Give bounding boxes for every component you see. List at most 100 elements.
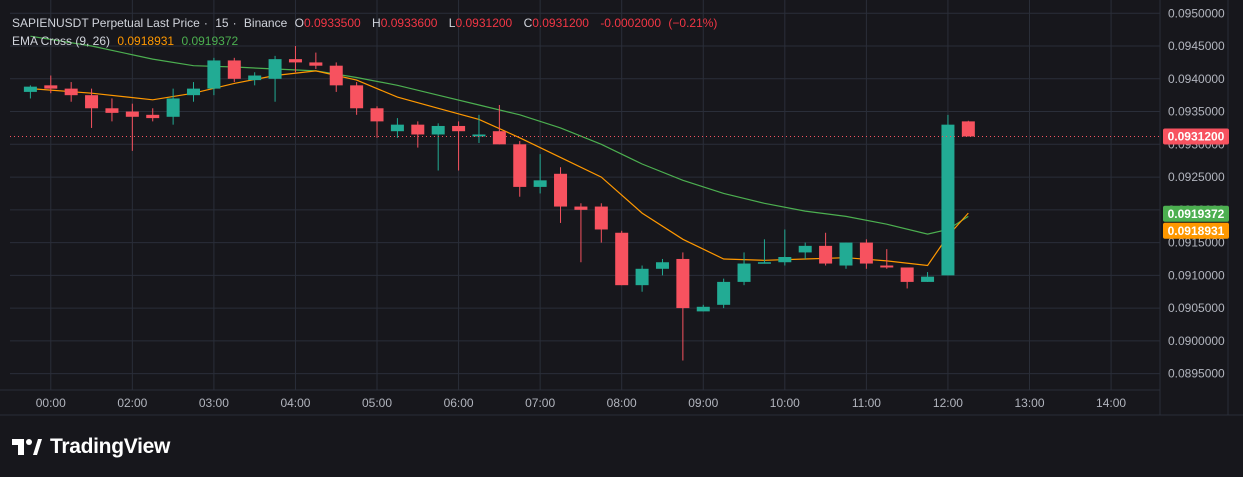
candle bbox=[900, 267, 914, 289]
ema-slow-value: 0.0919372 bbox=[181, 34, 239, 48]
close-label: C bbox=[523, 16, 533, 30]
candle-body bbox=[819, 245, 833, 264]
candle-body bbox=[921, 276, 935, 282]
legend-sep: · bbox=[232, 16, 237, 30]
candle bbox=[85, 88, 99, 128]
exchange: Binance bbox=[243, 16, 288, 30]
candle-body bbox=[207, 60, 221, 89]
candle-body bbox=[105, 108, 119, 113]
open-value: 0.0933500 bbox=[303, 16, 361, 30]
candle-body bbox=[941, 124, 955, 276]
candle bbox=[411, 121, 425, 148]
candle bbox=[44, 75, 58, 94]
candle-body bbox=[288, 59, 302, 63]
tradingview-brand[interactable]: TradingView bbox=[12, 435, 170, 459]
x-tick-label: 00:00 bbox=[36, 396, 66, 410]
candle-body bbox=[717, 281, 731, 305]
x-tick-label: 06:00 bbox=[444, 396, 474, 410]
candle bbox=[717, 278, 731, 309]
candle bbox=[554, 167, 568, 223]
x-tick-label: 03:00 bbox=[199, 396, 229, 410]
y-tick-label: 0.0900000 bbox=[1168, 334, 1225, 348]
candle-body bbox=[554, 173, 568, 207]
candle bbox=[207, 57, 221, 96]
candle bbox=[961, 120, 975, 137]
candle-body bbox=[268, 59, 282, 79]
indicator-legend[interactable]: EMA Cross (9, 26) 0.0918931 0.0919372 bbox=[12, 34, 242, 49]
candle bbox=[105, 98, 119, 122]
candle bbox=[125, 103, 139, 151]
candle-body bbox=[655, 262, 669, 269]
candle bbox=[574, 203, 588, 263]
high-group: H0.0933600 bbox=[372, 16, 441, 30]
candle-body bbox=[696, 306, 710, 312]
y-tick-label: 0.0940000 bbox=[1168, 72, 1225, 86]
candle bbox=[227, 57, 241, 83]
candle bbox=[676, 252, 690, 361]
candle-body bbox=[635, 268, 649, 286]
candle-body bbox=[146, 114, 160, 119]
candle-body bbox=[961, 121, 975, 137]
candle-body bbox=[900, 267, 914, 282]
candle bbox=[370, 106, 384, 138]
price-label-box bbox=[1163, 222, 1229, 239]
ema-fast-line bbox=[30, 70, 969, 267]
candle bbox=[839, 242, 853, 269]
candle-body bbox=[309, 62, 323, 66]
candle-body bbox=[390, 124, 404, 132]
candle bbox=[533, 154, 547, 194]
ema-slow-line bbox=[30, 35, 969, 235]
change-value: -0.0002000 bbox=[600, 16, 662, 30]
candle-body bbox=[187, 88, 201, 96]
y-tick-label: 0.0895000 bbox=[1168, 367, 1225, 381]
x-tick-label: 02:00 bbox=[117, 396, 147, 410]
candle-body bbox=[411, 124, 425, 135]
candle bbox=[472, 114, 486, 143]
candle bbox=[778, 229, 792, 266]
low-value: 0.0931200 bbox=[455, 16, 513, 30]
candle bbox=[921, 272, 935, 282]
candle bbox=[880, 249, 894, 269]
y-tick-label: 0.0950000 bbox=[1168, 6, 1225, 20]
candle-body bbox=[431, 125, 445, 135]
high-value: 0.0933600 bbox=[380, 16, 438, 30]
y-tick-label: 0.0905000 bbox=[1168, 301, 1225, 315]
symbol-name: SAPIENUSDT Perpetual Last Price bbox=[12, 16, 200, 30]
symbol-legend: SAPIENUSDT Perpetual Last Price · 15 · Bin… bbox=[12, 16, 721, 31]
candle-body bbox=[492, 131, 506, 145]
price-label-text: 0.0918931 bbox=[1168, 224, 1225, 238]
close-value: 0.0931200 bbox=[532, 16, 589, 30]
candle bbox=[655, 258, 669, 276]
candle-body bbox=[859, 242, 873, 264]
candle-body bbox=[676, 258, 690, 309]
x-tick-label: 07:00 bbox=[525, 396, 555, 410]
y-tick-label: 0.0945000 bbox=[1168, 39, 1225, 53]
candle bbox=[268, 55, 282, 102]
candle bbox=[492, 105, 506, 145]
low-label: L bbox=[448, 16, 456, 30]
candle bbox=[819, 232, 833, 266]
indicator-name[interactable]: EMA Cross (9, 26) bbox=[12, 34, 111, 48]
x-tick-label: 05:00 bbox=[362, 396, 392, 410]
x-tick-label: 10:00 bbox=[770, 396, 800, 410]
candle-body bbox=[125, 111, 139, 117]
y-tick-label: 0.0910000 bbox=[1168, 268, 1225, 282]
price-label-box bbox=[1163, 128, 1229, 145]
candle bbox=[23, 85, 37, 99]
change-percent: (−0.21%) bbox=[668, 16, 718, 30]
candle-body bbox=[44, 85, 58, 89]
candle-body bbox=[574, 206, 588, 210]
candle bbox=[431, 123, 445, 171]
price-labels: 0.0931200 0.0919372 0.0918931 bbox=[1163, 128, 1229, 239]
candle-body bbox=[880, 265, 894, 268]
open-group: O0.0933500 bbox=[295, 16, 365, 30]
candle bbox=[696, 304, 710, 312]
low-group: L0.0931200 bbox=[449, 16, 516, 30]
candle bbox=[187, 82, 201, 102]
close-group: C0.0931200 bbox=[524, 16, 593, 30]
candle-body bbox=[615, 232, 629, 286]
candle-body bbox=[513, 144, 527, 187]
candle-body bbox=[472, 134, 486, 137]
